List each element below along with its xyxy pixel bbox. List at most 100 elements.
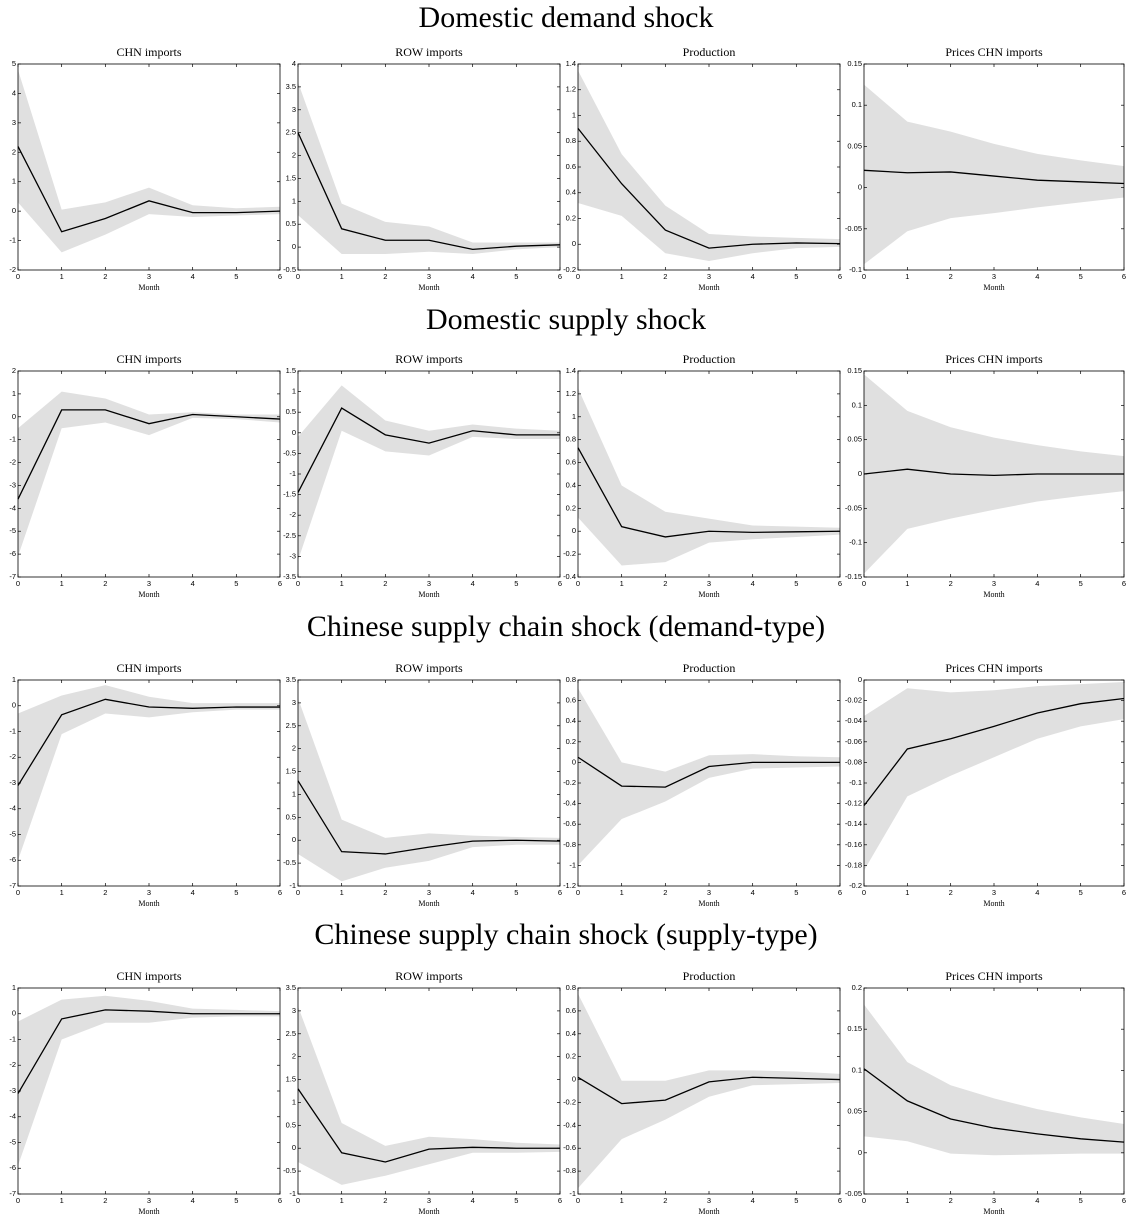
y-tick-label: 0.5 <box>286 812 296 821</box>
x-tick-label: 2 <box>103 579 107 588</box>
y-tick-label: 1.5 <box>286 1075 296 1084</box>
x-axis-label: Month <box>698 899 719 908</box>
panel-title: ROW imports <box>395 661 463 675</box>
y-tick-label: 0 <box>572 239 576 248</box>
y-tick-label: 0.5 <box>286 1120 296 1129</box>
panel-title: Prices CHN imports <box>945 969 1043 983</box>
y-tick-label: -7 <box>9 881 16 890</box>
panel-title: CHN imports <box>116 352 181 366</box>
y-tick-label: -5 <box>9 526 16 535</box>
y-tick-label: 1.4 <box>566 59 576 68</box>
y-tick-label: -1.5 <box>283 490 296 499</box>
y-tick-label: 0 <box>12 206 16 215</box>
x-axis-label: Month <box>138 283 159 292</box>
x-tick-label: 4 <box>191 579 195 588</box>
y-tick-label: 0.05 <box>847 435 862 444</box>
x-tick-label: 4 <box>191 272 195 281</box>
y-tick-label: 0.8 <box>566 983 576 992</box>
y-tick-label: 3 <box>12 118 16 127</box>
panel-title: Production <box>683 45 736 59</box>
x-tick-label: 5 <box>1079 579 1083 588</box>
y-tick-label: 3.5 <box>286 983 296 992</box>
y-tick-label: -0.6 <box>563 1143 576 1152</box>
x-tick-label: 5 <box>234 579 238 588</box>
x-tick-label: 3 <box>147 888 151 897</box>
y-tick-label: -0.5 <box>283 858 296 867</box>
x-tick-label: 1 <box>340 1196 344 1205</box>
x-axis-label: Month <box>418 899 439 908</box>
y-tick-label: 0.2 <box>566 1052 576 1061</box>
y-tick-label: -5 <box>9 1137 16 1146</box>
response-line <box>577 447 841 538</box>
y-tick-label: -4 <box>9 1112 16 1121</box>
y-tick-label: -0.16 <box>845 840 862 849</box>
y-tick-label: -1 <box>289 1189 296 1198</box>
y-tick-label: 2 <box>12 147 16 156</box>
y-tick-label: -1 <box>9 236 16 245</box>
y-tick-label: 0 <box>12 412 16 421</box>
response-line <box>863 697 1125 807</box>
x-axis-label: Month <box>983 283 1004 292</box>
panel-title: CHN imports <box>116 661 181 675</box>
y-tick-label: -6 <box>9 549 16 558</box>
y-tick-label: 0.2 <box>566 503 576 512</box>
response-line <box>577 756 840 788</box>
y-tick-label: 0.2 <box>566 737 576 746</box>
y-tick-label: -1 <box>289 469 296 478</box>
y-tick-label: 1 <box>572 110 576 119</box>
y-tick-label: 1.5 <box>286 366 296 375</box>
confidence-band <box>864 682 1124 871</box>
x-tick-label: 5 <box>794 888 798 897</box>
y-tick-label: -1 <box>569 1189 576 1198</box>
x-tick-label: 1 <box>60 272 64 281</box>
x-tick-label: 1 <box>905 272 909 281</box>
y-tick-label: 2 <box>292 151 296 160</box>
x-tick-label: 6 <box>838 888 842 897</box>
y-tick-label: -2.5 <box>283 531 296 540</box>
x-tick-label: 1 <box>60 579 64 588</box>
panel: 0 1 2 3 4 5 6 -7 -6 -5 -4 -3 -2 -1 0 1 CHN imports Month <box>9 661 282 908</box>
x-tick-label: 6 <box>1122 579 1126 588</box>
x-tick-label: 6 <box>838 272 842 281</box>
y-tick-label: -2 <box>289 510 296 519</box>
confidence-band <box>18 685 280 861</box>
y-tick-label: -1 <box>9 726 16 735</box>
x-tick-label: 5 <box>1079 272 1083 281</box>
x-axis-label: Month <box>698 283 719 292</box>
y-tick-label: 0 <box>12 1009 16 1018</box>
panel-title: Production <box>683 352 736 366</box>
x-tick-label: 1 <box>60 888 64 897</box>
y-tick-label: 3 <box>292 105 296 114</box>
x-tick-label: 0 <box>576 272 580 281</box>
y-tick-label: -0.8 <box>563 1166 576 1175</box>
x-tick-label: 2 <box>663 888 667 897</box>
x-tick-label: 5 <box>794 272 798 281</box>
y-tick-label: 3 <box>292 698 296 707</box>
x-tick-label: 6 <box>558 272 562 281</box>
panel: 0 1 2 3 4 5 6 -0.1 -0.05 0 0.05 0.1 0.15 Prices CHN i… <box>845 45 1126 292</box>
x-tick-label: 5 <box>1079 888 1083 897</box>
x-tick-label: 2 <box>663 272 667 281</box>
x-tick-label: 0 <box>862 579 866 588</box>
x-tick-label: 3 <box>427 579 431 588</box>
response-line <box>17 1009 280 1094</box>
y-tick-label: -1 <box>9 435 16 444</box>
x-tick-label: 6 <box>558 888 562 897</box>
y-tick-label: 0.15 <box>847 366 862 375</box>
x-tick-label: 5 <box>514 1196 518 1205</box>
y-tick-label: -3 <box>289 551 296 560</box>
y-tick-label: 0.8 <box>566 435 576 444</box>
panel-title: CHN imports <box>116 45 181 59</box>
x-tick-label: 3 <box>707 272 711 281</box>
panel-title: ROW imports <box>395 969 463 983</box>
y-tick-label: 0.2 <box>852 983 862 992</box>
x-tick-label: 3 <box>992 272 996 281</box>
y-tick-label: 0.8 <box>566 675 576 684</box>
panel-title: ROW imports <box>395 45 463 59</box>
y-tick-label: 1 <box>12 389 16 398</box>
x-tick-label: 6 <box>1122 272 1126 281</box>
response-line <box>577 127 841 249</box>
y-tick-label: -0.04 <box>845 716 862 725</box>
x-axis-label: Month <box>418 1207 439 1216</box>
